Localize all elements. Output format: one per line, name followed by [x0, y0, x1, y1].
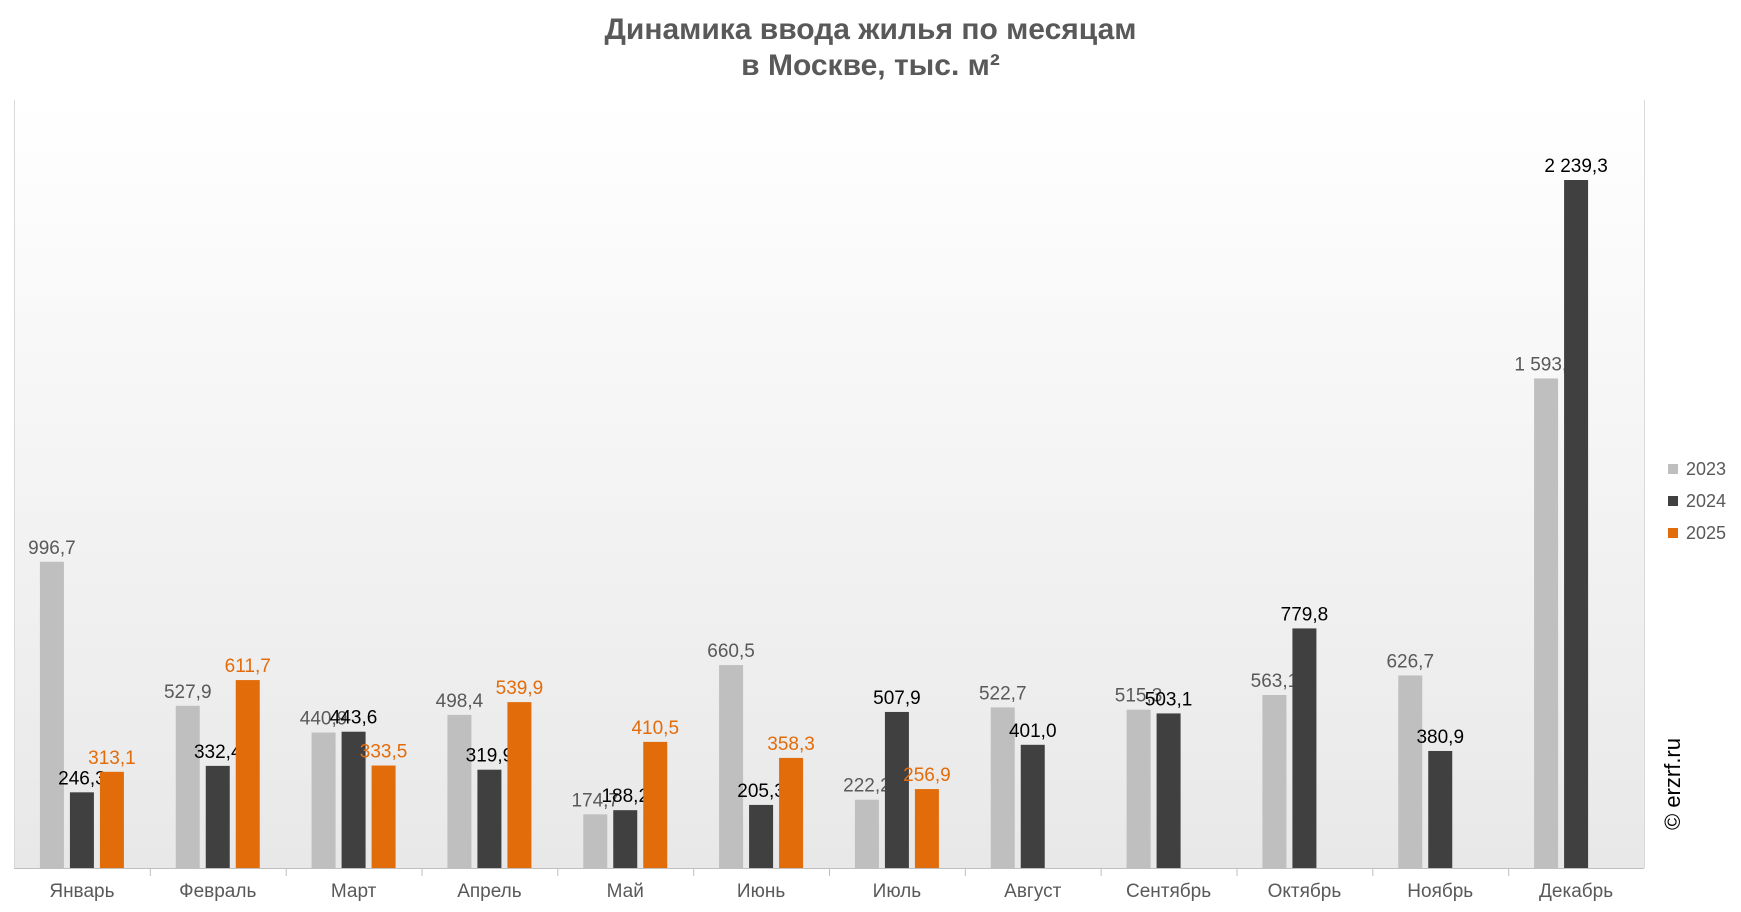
bar-2023	[39, 561, 64, 868]
data-label-2023: 498,4	[436, 691, 484, 712]
data-label-2023: 440,9	[300, 709, 348, 730]
bar-2025	[371, 765, 396, 868]
bar-2023	[311, 732, 336, 868]
data-label-2024: 2 239,3	[1544, 156, 1607, 177]
data-label-2023: 515,3	[1115, 686, 1163, 707]
x-tick-label: Сентябрь	[1126, 881, 1211, 902]
data-label-2024: 401,0	[1009, 721, 1057, 742]
chart-title-line1: Динамика ввода жилья по месяцам	[604, 13, 1137, 46]
data-label-2024: 380,9	[1416, 727, 1464, 748]
bar-2023	[583, 814, 608, 868]
chart-title-line2: в Москве, тыс. м²	[741, 49, 1000, 82]
data-label-2024: 319,9	[466, 746, 514, 767]
legend-swatch-2023	[1668, 464, 1678, 474]
x-tick-label: Июль	[873, 881, 922, 902]
data-label-2025: 333,5	[360, 742, 408, 763]
data-label-2023: 626,7	[1386, 651, 1434, 672]
data-label-2025: 256,9	[903, 765, 951, 786]
data-label-2023: 660,5	[707, 641, 755, 662]
bar-2024	[1292, 628, 1317, 868]
bar-2024	[1020, 744, 1045, 868]
x-tick-label: Январь	[49, 881, 114, 902]
legend-swatch-2024	[1668, 496, 1678, 506]
bar-2024	[205, 765, 230, 868]
chart-title: Динамика ввода жилья по месяцам в Москве…	[0, 12, 1741, 84]
data-label-2023: 527,9	[164, 682, 212, 703]
data-label-2024: 443,6	[330, 708, 378, 729]
bar-2025	[643, 741, 668, 868]
bar-2024	[69, 792, 94, 868]
bar-2025	[235, 680, 260, 868]
legend-item-2024: 2024	[1668, 485, 1726, 517]
legend-item-2023: 2023	[1668, 453, 1726, 485]
legend-item-2025: 2025	[1668, 517, 1726, 549]
data-label-2023: 1 593,4	[1514, 354, 1578, 375]
data-label-2024: 332,4	[194, 742, 242, 763]
data-label-2023: 522,7	[979, 683, 1027, 704]
x-tick-label: Май	[607, 881, 644, 902]
data-label-2024: 205,3	[737, 781, 785, 802]
legend-label-2024: 2024	[1686, 490, 1727, 511]
data-label-2025: 611,7	[225, 656, 271, 677]
bar-2023	[447, 714, 472, 868]
data-label-2024: 503,1	[1145, 689, 1193, 710]
bar-2024	[477, 769, 502, 868]
data-label-2025: 410,5	[631, 718, 679, 739]
bar-2023	[1398, 675, 1423, 868]
bar-2023	[854, 799, 879, 868]
legend-label-2025: 2025	[1686, 522, 1727, 543]
x-tick-label: Июнь	[737, 881, 785, 902]
bar-2024	[341, 731, 366, 868]
x-tick-label: Октябрь	[1268, 881, 1342, 902]
bar-2023	[1126, 709, 1151, 868]
bar-2024	[1564, 180, 1589, 868]
data-label-2023: 174,7	[571, 790, 619, 811]
x-tick-label: Август	[1004, 881, 1061, 902]
bar-2023	[990, 707, 1015, 868]
data-label-2025: 539,9	[496, 678, 544, 699]
copyright-text: © erzrf.ru	[1660, 738, 1685, 830]
data-label-2023: 563,1	[1251, 671, 1299, 692]
x-tick-label: Декабрь	[1539, 881, 1613, 902]
bar-2024	[884, 711, 909, 868]
legend-label-2023: 2023	[1686, 458, 1727, 479]
bar-2023	[175, 705, 200, 868]
data-label-2024: 246,3	[58, 768, 106, 789]
data-label-2023: 996,7	[28, 538, 76, 559]
bar-2023	[1534, 378, 1559, 868]
plot-background	[14, 100, 1644, 868]
bar-2023	[1262, 694, 1287, 868]
bar-2023	[719, 665, 744, 868]
chart-legend: 2023 2024 2025	[1668, 453, 1726, 549]
x-tick-label: Март	[331, 881, 377, 902]
data-label-2024: 507,9	[873, 688, 921, 709]
data-label-2023: 222,2	[843, 776, 891, 797]
bar-2025	[507, 702, 532, 868]
bar-2025	[99, 771, 124, 868]
data-label-2024: 188,2	[601, 786, 649, 807]
bar-2024	[1156, 713, 1181, 868]
x-tick-label: Февраль	[179, 881, 256, 902]
bar-2024	[1428, 750, 1453, 868]
bar-2024	[749, 804, 774, 868]
data-label-2025: 358,3	[767, 734, 815, 755]
bar-2024	[613, 810, 638, 868]
bar-2025	[779, 757, 804, 868]
x-tick-label: Ноябрь	[1407, 881, 1473, 902]
bar-2025	[914, 789, 939, 868]
data-label-2025: 313,1	[88, 748, 136, 769]
data-label-2024: 779,8	[1281, 604, 1329, 625]
legend-swatch-2025	[1668, 528, 1678, 538]
x-tick-label: Апрель	[457, 881, 522, 902]
